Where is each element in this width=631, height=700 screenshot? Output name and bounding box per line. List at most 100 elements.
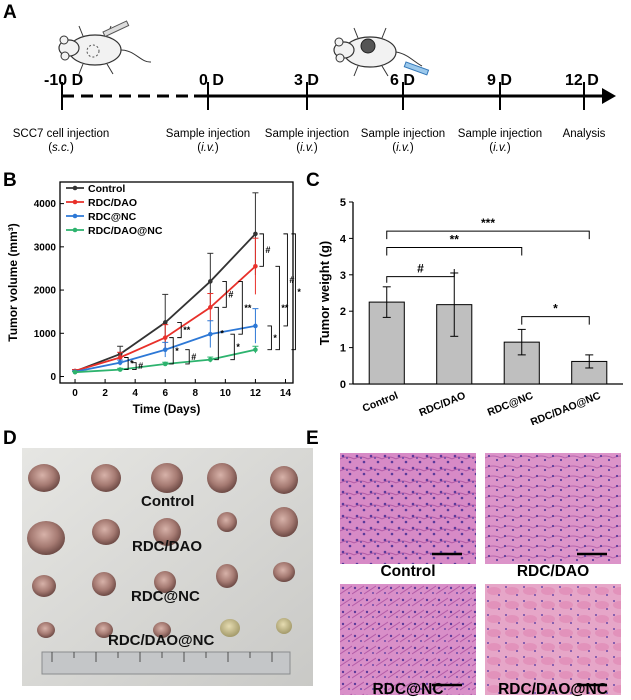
data-point xyxy=(208,357,213,362)
significance-label: * xyxy=(175,346,179,356)
timeline-event: Sample injection (i.v.) xyxy=(252,127,362,155)
x-axis-label: Time (Days) xyxy=(133,402,201,416)
significance-label: # xyxy=(289,275,294,285)
legend-label: RDC/DAO@NC xyxy=(88,225,163,237)
x-tick-label: 4 xyxy=(132,388,138,399)
data-point xyxy=(208,279,213,284)
x-tick-label: RDC/DAO@NC xyxy=(529,390,603,425)
significance-label: *** xyxy=(481,216,495,230)
significance-label: ** xyxy=(244,303,252,313)
event-name: Sample injection xyxy=(360,128,446,140)
data-point xyxy=(253,347,258,353)
data-point xyxy=(253,323,258,329)
histology-image-control xyxy=(340,453,476,564)
photo-label-rdc-dao-nc: RDC/DAO@NC xyxy=(108,632,215,649)
panel-letter-b: B xyxy=(3,170,17,191)
y-tick-label: 4 xyxy=(340,233,347,245)
significance-label: # xyxy=(191,352,196,362)
significance-label: # xyxy=(417,262,424,276)
timeline-day-label: 12 D xyxy=(565,72,599,89)
significance-bracket xyxy=(291,233,296,351)
x-tick-label: Control xyxy=(361,390,400,415)
mouse-illustration-left xyxy=(58,20,152,75)
y-tick-label: 0 xyxy=(340,379,346,391)
y-tick-label: 2 xyxy=(340,306,346,318)
data-point xyxy=(208,331,213,337)
timeline-arrowhead xyxy=(602,88,616,104)
significance-label: * xyxy=(130,359,134,369)
timeline-day-label: -10 D xyxy=(44,72,84,89)
event-route: i.v. xyxy=(201,142,215,154)
timeline-event: SCC7 cell injection (s.c.) xyxy=(6,127,116,155)
significance-bracket xyxy=(230,333,235,361)
legend-label: Control xyxy=(88,183,125,195)
tumor-photo xyxy=(22,448,313,686)
event-name: Sample injection xyxy=(165,128,251,140)
data-point xyxy=(162,347,168,353)
significance-label: ** xyxy=(450,233,460,247)
event-name: Sample injection xyxy=(264,128,350,140)
legend-marker xyxy=(72,199,78,205)
y-tick-label: 0 xyxy=(50,372,56,383)
significance-label: * xyxy=(273,333,277,343)
significance-bracket xyxy=(521,316,590,325)
significance-label: ** xyxy=(183,325,191,335)
timeline-day-label: 6 D xyxy=(390,72,415,89)
histology-image-rdc-dao-nc xyxy=(485,584,621,695)
y-tick-label: 4000 xyxy=(34,199,57,210)
data-point xyxy=(162,361,168,367)
mouse-illustration-right xyxy=(333,27,430,77)
legend-label: RDC@NC xyxy=(88,211,137,223)
y-axis-label: Tumor volume (mm³) xyxy=(6,223,20,341)
histology-image-rdc-nc xyxy=(340,584,476,695)
data-point xyxy=(162,335,168,340)
y-tick-label: 1 xyxy=(340,343,346,355)
event-route: s.c. xyxy=(52,142,70,154)
y-tick-label: 1000 xyxy=(34,329,57,340)
ruler xyxy=(41,651,291,675)
significance-bracket xyxy=(386,268,455,283)
histology-label-rdc-nc: RDC@NC xyxy=(372,681,444,698)
x-tick-label: 6 xyxy=(162,388,168,399)
data-point xyxy=(162,320,168,325)
y-tick-label: 2000 xyxy=(34,286,57,297)
histology-image-rdc-dao xyxy=(485,453,621,564)
x-tick-label: RDC@NC xyxy=(486,390,536,419)
significance-bracket xyxy=(185,349,190,365)
significance-bracket xyxy=(267,325,272,351)
event-name: Sample injection xyxy=(457,128,543,140)
photo-label-control: Control xyxy=(141,493,195,510)
x-tick-label: 10 xyxy=(220,388,232,399)
significance-label: # xyxy=(138,361,143,371)
histology-label-control: Control xyxy=(380,563,436,580)
significance-label: # xyxy=(228,289,233,299)
timeline-day-label: 9 D xyxy=(487,72,512,89)
data-point xyxy=(253,231,258,237)
significance-label: * xyxy=(220,329,224,339)
data-point xyxy=(117,360,123,365)
panel-letter-c: C xyxy=(306,170,320,191)
x-tick-label: 8 xyxy=(193,388,199,399)
significance-bracket xyxy=(214,306,219,361)
panel-letter-e: E xyxy=(306,428,319,449)
legend-marker xyxy=(72,185,78,191)
event-route: i.v. xyxy=(396,142,410,154)
x-tick-label: 14 xyxy=(280,388,292,399)
significance-label: * xyxy=(297,287,301,297)
significance-bracket xyxy=(238,280,243,335)
data-point xyxy=(253,263,258,269)
y-tick-label: 5 xyxy=(340,197,346,209)
legend-label: RDC/DAO xyxy=(88,197,137,209)
data-point xyxy=(208,305,213,310)
photo-label-rdc-dao: RDC/DAO xyxy=(132,538,202,555)
histology-label-rdc-dao-nc: RDC/DAO@NC xyxy=(498,681,608,698)
event-name: SCC7 cell injection xyxy=(12,128,110,140)
significance-bracket xyxy=(222,280,227,308)
significance-bracket xyxy=(386,230,590,240)
panel-letter-a: A xyxy=(3,2,17,23)
timeline-event: Sample injection (i.v.) xyxy=(153,127,263,155)
event-name: Analysis xyxy=(562,128,606,140)
timeline-day-label: 3 D xyxy=(294,72,319,89)
y-axis-label: Tumor weight (g) xyxy=(317,241,332,345)
significance-bracket xyxy=(283,233,288,327)
